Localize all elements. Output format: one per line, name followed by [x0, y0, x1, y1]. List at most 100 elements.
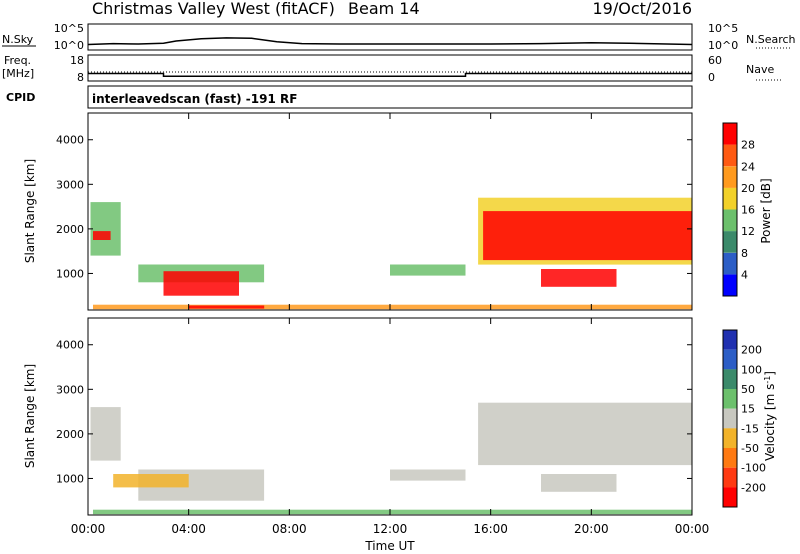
- echo-region-3: [93, 509, 692, 515]
- y-tick-label: 1000: [56, 472, 84, 485]
- echo-region-5: [188, 305, 265, 309]
- nsky-tick-bottom: 10^0: [54, 39, 84, 52]
- cpid-label: CPID: [6, 91, 35, 104]
- freq-unit: [MHz]: [2, 67, 34, 80]
- colorbar-tick-label: 16: [741, 204, 755, 217]
- freq-tick-top: 18: [70, 54, 84, 67]
- colorbar-tick-label: 200: [741, 344, 762, 357]
- x-tick-label: 04:00: [171, 522, 206, 536]
- echo-region-6: [541, 474, 617, 492]
- echo-region-0: [90, 202, 121, 256]
- nsky-series-line: [87, 37, 693, 46]
- nsearch-tick-bottom: 10^0: [708, 39, 738, 52]
- echo-region-0: [90, 407, 121, 461]
- y-tick-label: 4000: [56, 134, 84, 147]
- echo-region-9: [541, 269, 617, 287]
- echo-region-3: [163, 271, 239, 296]
- echo-region-6: [390, 264, 466, 276]
- velocity-panel: Slant Range [km] 1000 2000 3000 4000 00:00 0…: [23, 317, 777, 553]
- y-tick-label: 1000: [56, 267, 84, 280]
- nave-tick-top: 60: [708, 54, 722, 67]
- colorbar-tick-label: 8: [741, 247, 748, 260]
- power-ylabel: Slant Range [km]: [23, 159, 37, 263]
- colorbar-tick-label: 15: [741, 403, 755, 416]
- power-colorbar: 4 8 12 16 20 24 28: [722, 122, 755, 297]
- nave-tick-bottom: 0: [708, 71, 715, 84]
- colorbar-bin: [723, 389, 737, 409]
- nsky-label: N.Sky: [2, 33, 34, 46]
- colorbar-tick-label: -15: [741, 422, 759, 435]
- x-tick-label: 08:00: [272, 522, 307, 536]
- time-axis-label: Time UT: [364, 539, 415, 553]
- colorbar-tick-label: -200: [741, 481, 766, 494]
- y-tick-label: 3000: [56, 178, 84, 191]
- cpid-frame: [87, 85, 693, 109]
- x-tick-label: 00:00: [71, 522, 106, 536]
- colorbar-bin: [723, 448, 737, 468]
- beam-label: Beam 14: [348, 0, 420, 18]
- velocity-x-tick-labels: 00:00 04:00 08:00 12:00 16:00 20:00 00:00: [71, 522, 710, 536]
- colorbar-bin: [723, 369, 737, 389]
- colorbar-bin: [723, 467, 737, 488]
- colorbar-tick-label: 100: [741, 363, 762, 376]
- radar-title: Christmas Valley West (fitACF): [92, 0, 335, 18]
- nsearch-label: N.Search: [746, 33, 796, 46]
- colorbar-bin: [723, 330, 737, 350]
- nsearch-tick-top: 10^5: [708, 22, 738, 35]
- colorbar-bin: [723, 144, 737, 167]
- echo-region-4: [93, 304, 692, 310]
- velocity-ylabel: Slant Range [km]: [23, 364, 37, 468]
- power-x-ticks: [87, 113, 693, 310]
- y-tick-label: 2000: [56, 428, 84, 441]
- colorbar-bin: [723, 231, 737, 253]
- colorbar-frame: [722, 329, 738, 508]
- echo-region-4: [390, 469, 466, 481]
- power-y-ticks: 1000 2000 3000 4000: [56, 134, 692, 280]
- colorbar-tick-label: 24: [741, 160, 755, 173]
- echo-region-8: [483, 211, 692, 261]
- freq-frame: [87, 54, 693, 82]
- colorbar-tick-label: 50: [741, 383, 755, 396]
- power-data-layer: [90, 197, 692, 310]
- colorbar-bin: [723, 408, 737, 429]
- colorbar-tick-label: 4: [741, 268, 748, 281]
- nsky-tick-top: 10^5: [54, 22, 84, 35]
- power-panel: Slant Range [km] 1000 2000 3000 4000 4 8 12 16…: [23, 112, 773, 311]
- echo-region-2: [113, 474, 189, 488]
- echo-region-1: [93, 231, 111, 240]
- velocity-colorbar: 200 100 50 15 -15 -50 -100 -200: [722, 329, 766, 508]
- echo-region-5: [478, 402, 692, 466]
- colorbar-bin: [723, 274, 737, 296]
- nsky-frame: [87, 23, 693, 51]
- y-tick-label: 4000: [56, 339, 84, 352]
- freq-label: Freq.: [4, 54, 31, 67]
- cpid-panel: CPID interleavedscan (fast) -191 RF: [6, 85, 693, 109]
- colorbar-bin: [723, 166, 737, 188]
- colorbar-bin: [723, 487, 737, 507]
- velocity-y-ticks: 1000 2000 3000 4000: [56, 339, 692, 485]
- y-tick-label: 2000: [56, 223, 84, 236]
- freq-series-line: [88, 72, 692, 78]
- power-colorbar-label: Power [dB]: [759, 178, 773, 243]
- nave-label: Nave: [746, 63, 774, 76]
- x-tick-label: 16:00: [473, 522, 508, 536]
- freq-tick-bottom: 8: [77, 71, 84, 84]
- y-tick-label: 3000: [56, 383, 84, 396]
- date-label: 19/Oct/2016: [592, 0, 692, 18]
- colorbar-bin: [723, 187, 737, 210]
- colorbar-bin: [723, 349, 737, 370]
- colorbar-frame: [722, 122, 738, 297]
- colorbar-tick-label: 28: [741, 139, 755, 152]
- colorbar-bin: [723, 209, 737, 232]
- velocity-colorbar-label: Velocity [m s-1]: [763, 371, 777, 461]
- velocity-x-ticks: [87, 318, 693, 515]
- freq-panel: Freq. [MHz] 18 8 60 0 Nave: [2, 54, 782, 84]
- nsky-panel: N.Sky 10^5 10^0 10^5 10^0 N.Search: [2, 22, 796, 52]
- colorbar-bin: [723, 428, 737, 448]
- velocity-data-layer: [90, 402, 692, 515]
- colorbar-tick-label: -50: [741, 442, 759, 455]
- x-tick-label: 12:00: [373, 522, 408, 536]
- x-tick-label: 00:00: [675, 522, 710, 536]
- colorbar-bin: [723, 123, 737, 145]
